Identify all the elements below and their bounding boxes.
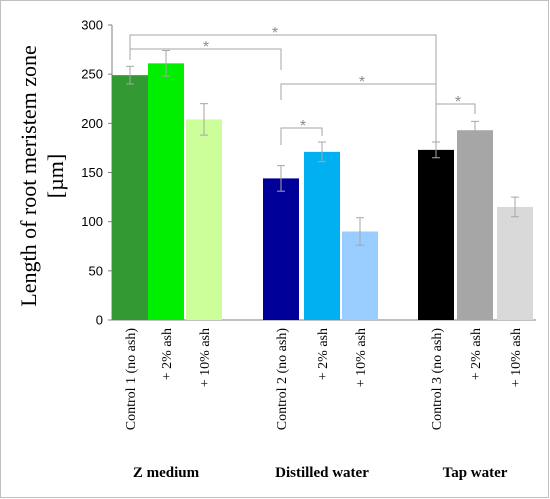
x-tick-label: Control 3 (no ash) xyxy=(430,328,445,431)
x-tick-label: + 2% ash xyxy=(469,328,484,380)
x-tick-label: + 2% ash xyxy=(160,328,175,380)
x-tick-label: + 10% ash xyxy=(198,328,213,387)
y-axis-title-line-1: Length of root meristem zone xyxy=(16,45,41,306)
bar xyxy=(148,63,184,320)
bar xyxy=(263,178,299,320)
y-tick-label: 0 xyxy=(96,313,103,328)
group-label: Distilled water xyxy=(275,465,369,481)
y-tick-label: 50 xyxy=(89,263,103,278)
x-tick-label: + 2% ash xyxy=(316,328,331,380)
bars-layer xyxy=(112,63,533,321)
error-bars-layer xyxy=(126,50,519,246)
significance-star: * xyxy=(272,25,278,42)
significance-star: * xyxy=(300,118,306,135)
bar xyxy=(342,231,378,320)
group-label: Z medium xyxy=(133,465,200,481)
bar xyxy=(497,206,533,320)
significance-star: * xyxy=(455,94,461,111)
group-label: Tap water xyxy=(443,465,508,481)
y-tick-label: 250 xyxy=(81,67,103,82)
y-tick-label: 150 xyxy=(81,165,103,180)
y-axis-title-line-2: [µm] xyxy=(43,154,68,198)
y-tick-label: 300 xyxy=(81,18,103,33)
significance-star: * xyxy=(203,39,209,56)
x-tick-label: Control 2 (no ash) xyxy=(275,328,290,431)
y-tick-label: 100 xyxy=(81,214,103,229)
x-tick-label: + 10% ash xyxy=(509,328,524,387)
bar xyxy=(112,75,148,321)
bar xyxy=(186,119,222,321)
significance-bracket xyxy=(435,103,476,130)
x-tick-labels: Control 1 (no ash) + 2% ash + 10% ash Contr… xyxy=(124,328,524,431)
group-labels: Z medium Distilled water Tap water xyxy=(133,465,508,481)
y-tick-label: 200 xyxy=(81,116,103,131)
significance-bracket xyxy=(129,48,282,70)
significance-star: * xyxy=(359,74,365,91)
x-tick-label: Control 1 (no ash) xyxy=(124,328,139,431)
bar xyxy=(418,149,454,320)
bar xyxy=(457,130,493,320)
significance-bracket xyxy=(280,127,323,145)
x-tick-label: + 10% ash xyxy=(354,328,369,387)
significance-layer: * * * * * xyxy=(129,25,476,155)
bar xyxy=(304,151,340,320)
y-axis-title: Length of root meristem zone [µm] xyxy=(16,45,68,306)
